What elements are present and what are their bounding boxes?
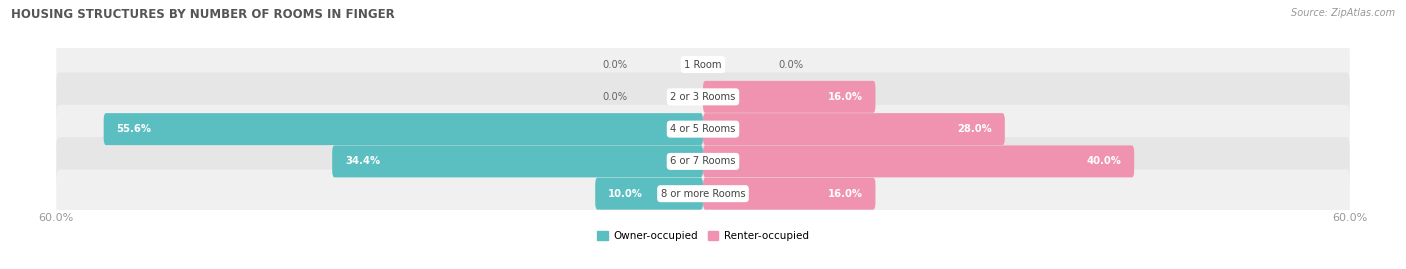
Text: 8 or more Rooms: 8 or more Rooms (661, 189, 745, 199)
Legend: Owner-occupied, Renter-occupied: Owner-occupied, Renter-occupied (593, 227, 813, 245)
FancyBboxPatch shape (703, 113, 1005, 145)
Text: 6 or 7 Rooms: 6 or 7 Rooms (671, 156, 735, 167)
FancyBboxPatch shape (56, 40, 1350, 89)
Text: 55.6%: 55.6% (117, 124, 152, 134)
FancyBboxPatch shape (703, 81, 876, 113)
FancyBboxPatch shape (104, 113, 703, 145)
Text: 34.4%: 34.4% (344, 156, 380, 167)
Text: 4 or 5 Rooms: 4 or 5 Rooms (671, 124, 735, 134)
Text: 10.0%: 10.0% (609, 189, 643, 199)
FancyBboxPatch shape (56, 72, 1350, 121)
FancyBboxPatch shape (703, 146, 1135, 177)
Text: 2 or 3 Rooms: 2 or 3 Rooms (671, 92, 735, 102)
FancyBboxPatch shape (56, 169, 1350, 218)
Text: 40.0%: 40.0% (1087, 156, 1121, 167)
FancyBboxPatch shape (56, 105, 1350, 154)
Text: HOUSING STRUCTURES BY NUMBER OF ROOMS IN FINGER: HOUSING STRUCTURES BY NUMBER OF ROOMS IN… (11, 8, 395, 21)
FancyBboxPatch shape (703, 178, 876, 210)
FancyBboxPatch shape (332, 146, 703, 177)
Text: 16.0%: 16.0% (828, 189, 862, 199)
FancyBboxPatch shape (56, 137, 1350, 186)
Text: 0.0%: 0.0% (602, 59, 627, 70)
Text: 0.0%: 0.0% (602, 92, 627, 102)
FancyBboxPatch shape (595, 178, 703, 210)
Text: 28.0%: 28.0% (957, 124, 991, 134)
Text: 0.0%: 0.0% (779, 59, 804, 70)
Text: 16.0%: 16.0% (828, 92, 862, 102)
Text: Source: ZipAtlas.com: Source: ZipAtlas.com (1291, 8, 1395, 18)
Text: 1 Room: 1 Room (685, 59, 721, 70)
